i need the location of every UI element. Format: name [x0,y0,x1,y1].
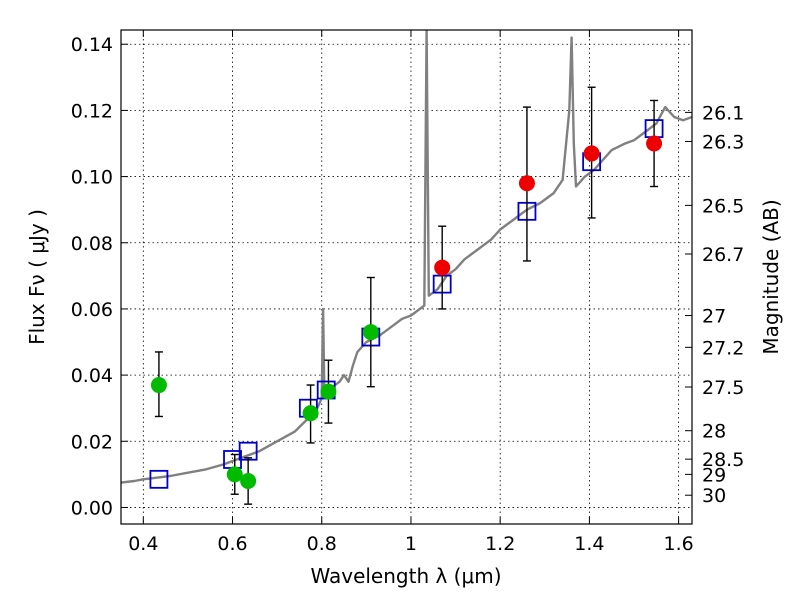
photometry-point [518,175,535,192]
model-spectrum-line [121,30,692,484]
photometry-point [150,377,167,394]
y2-tick-label: 30 [702,485,726,507]
y2-tick-label: 27 [702,306,726,328]
y2-tick-label: 26.3 [702,132,744,154]
x-tick-label: 0.8 [307,533,337,555]
y2-axis-label: Magnitude (AB) [759,199,783,354]
x-tick-label: 1 [405,533,417,555]
y2-tick-label: 28 [702,421,726,443]
y-tick-label: 0.08 [71,233,113,255]
photometry-point [240,472,257,489]
ticks: 0.4 0.6 0.8 1 1.2 1.4 1.6 0.00 0.02 0.04 0.06 0.08 0… [71,30,744,555]
x-axis-label: Wavelength λ (μm) [310,564,501,588]
x-tick-label: 0.6 [217,533,247,555]
y2-tick-label: 26.5 [702,195,744,217]
y2-tick-label: 28.5 [702,449,744,471]
y-tick-label: 0.10 [71,167,113,189]
y2-tick-label: 26.7 [702,244,744,266]
y-tick-label: 0.12 [71,100,113,122]
y-tick-label: 0.14 [71,34,113,56]
y2-tick-label: 26.1 [702,102,744,124]
y-axis-label: Flux Fν ( μJy ) [25,209,49,345]
plot-series [121,30,692,505]
y2-tick-label: 27.2 [702,337,744,359]
x-tick-label: 1.6 [664,533,694,555]
photometry-point [302,405,319,422]
photometry-point [362,324,379,341]
y2-tick-label: 29 [702,464,726,486]
x-tick-label: 1.4 [574,533,604,555]
plot-frame [120,29,693,525]
y-tick-label: 0.00 [71,497,113,519]
model-band-square [149,469,169,489]
photometry-point [583,145,600,162]
y2-tick-label: 27.5 [702,377,744,399]
photometry-point [434,259,451,276]
photometry-point [320,383,337,400]
x-tick-label: 0.4 [128,533,158,555]
y-tick-label: 0.06 [71,299,113,321]
y-tick-label: 0.04 [71,365,113,387]
x-tick-label: 1.2 [485,533,515,555]
grid [121,30,692,524]
photometry-point [646,135,663,152]
photometry-point [226,466,243,483]
y-tick-label: 0.02 [71,431,113,453]
